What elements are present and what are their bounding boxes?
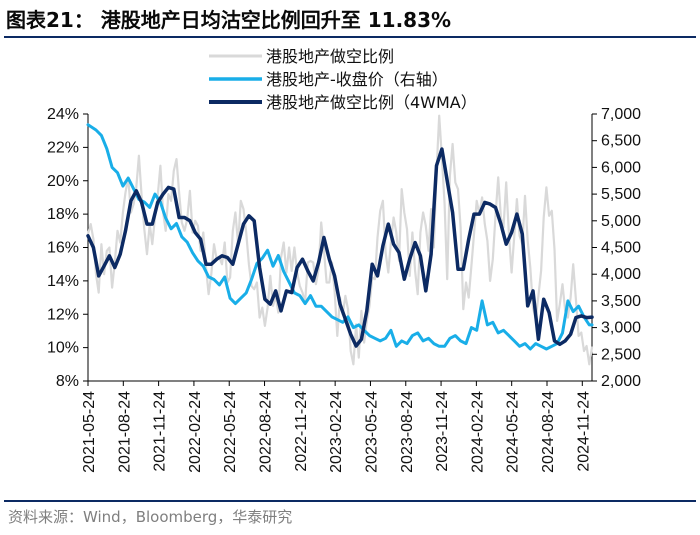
x-tick-label: 2021-08-24 — [116, 391, 133, 473]
y-right-tick-label: 7,000 — [601, 106, 641, 123]
y-right-tick-label: 5,000 — [601, 213, 641, 230]
series-layer — [86, 114, 594, 366]
axes: 8% 10% 12% 14% 16% 18% 20% 22% 24% 2,000 2,500 3,00… — [47, 106, 641, 473]
y-right-tick-label: 3,500 — [601, 293, 641, 310]
x-tick-label: 2024-02-24 — [469, 391, 486, 473]
y-right-tick-label: 2,000 — [601, 373, 641, 390]
y-right-tick-label: 2,500 — [601, 346, 641, 363]
y-left-tick-label: 12% — [47, 306, 79, 323]
x-tick-label: 2022-11-24 — [293, 391, 310, 472]
x-tick-label: 2021-05-24 — [81, 391, 98, 473]
line-chart: 8% 10% 12% 14% 16% 18% 20% 22% 24% 2,000 2,500 3,00… — [47, 47, 641, 473]
y-left-tick-label: 10% — [47, 340, 79, 357]
x-tick-label: 2023-05-24 — [363, 391, 380, 473]
x-tick-label: 2024-05-24 — [505, 391, 522, 473]
series-short-ratio-4wma-line-group — [86, 147, 594, 348]
series-short-ratio-4wma-line — [86, 147, 594, 348]
y-right-tick-label: 4,500 — [601, 240, 641, 257]
legend-label: 港股地产做空比例 — [266, 47, 394, 66]
x-tick-label: 2024-11-24 — [575, 391, 592, 472]
y-left-tick-label: 18% — [47, 206, 79, 223]
top-rule — [4, 36, 696, 38]
y-right-tick-label: 4,000 — [601, 266, 641, 283]
y-right-tick-label: 3,000 — [601, 320, 641, 337]
x-tick-label: 2023-08-24 — [399, 391, 416, 473]
legend-label: 港股地产做空比例（4WMA） — [266, 93, 477, 112]
y-left-tick-label: 14% — [47, 273, 79, 290]
x-tick-label: 2024-08-24 — [540, 391, 557, 473]
y-left-tick-label: 22% — [47, 139, 79, 156]
x-tick-label: 2022-05-24 — [222, 391, 239, 473]
source-note: 资料来源：Wind，Bloomberg，华泰研究 — [8, 508, 293, 526]
y-left-tick-label: 8% — [56, 373, 79, 390]
y-right-tick-label: 6,000 — [601, 159, 641, 176]
y-left-tick-label: 20% — [47, 173, 79, 190]
bottom-rule — [4, 500, 696, 502]
y-right-tick-label: 5,500 — [601, 186, 641, 203]
x-tick-label: 2023-11-24 — [434, 391, 451, 472]
x-tick-label: 2022-02-24 — [187, 391, 204, 473]
chart-title: 图表21： 港股地产日均沽空比例回升至 11.83% — [6, 8, 452, 32]
series-short-ratio-line — [86, 114, 594, 366]
legend-label: 港股地产-收盘价（右轴） — [266, 70, 448, 89]
series-short-ratio-line-group — [86, 114, 594, 366]
x-tick-label: 2022-08-24 — [258, 391, 275, 473]
y-right-tick-label: 6,500 — [601, 133, 641, 150]
series-close-price-line-group — [86, 123, 594, 351]
series-close-price-line — [86, 123, 594, 351]
x-tick-label: 2023-02-24 — [328, 391, 345, 473]
x-tick-label: 2021-11-24 — [152, 391, 169, 472]
y-left-tick-label: 24% — [47, 106, 79, 123]
y-left-tick-label: 16% — [47, 240, 79, 257]
